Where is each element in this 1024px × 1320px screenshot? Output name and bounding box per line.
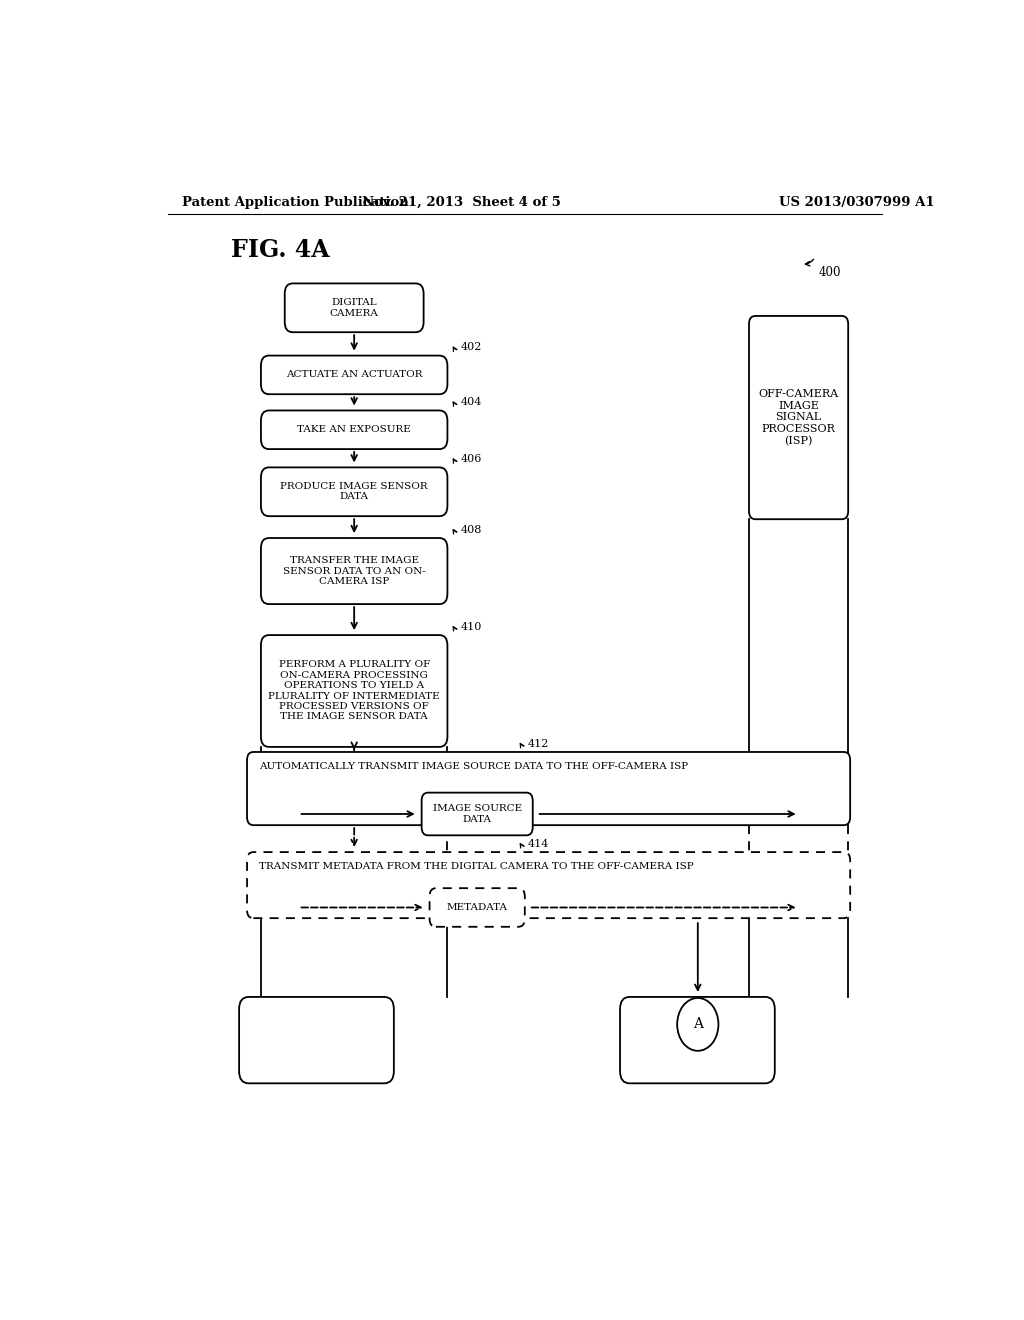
Text: TRANSMIT METADATA FROM THE DIGITAL CAMERA TO THE OFF-CAMERA ISP: TRANSMIT METADATA FROM THE DIGITAL CAMER… [259,862,693,871]
Text: TAKE AN EXPOSURE: TAKE AN EXPOSURE [297,425,411,434]
Text: US 2013/0307999 A1: US 2013/0307999 A1 [778,195,934,209]
Text: OFF-CAMERA
IMAGE
SIGNAL
PROCESSOR
(ISP): OFF-CAMERA IMAGE SIGNAL PROCESSOR (ISP) [759,389,839,446]
Text: 406: 406 [461,454,482,465]
Text: Patent Application Publication: Patent Application Publication [182,195,409,209]
Text: DIGITAL
CAMERA: DIGITAL CAMERA [330,298,379,318]
Text: FIG. 4A: FIG. 4A [231,238,330,261]
Text: PERFORM A PLURALITY OF
ON-CAMERA PROCESSING
OPERATIONS TO YIELD A
PLURALITY OF I: PERFORM A PLURALITY OF ON-CAMERA PROCESS… [268,660,440,722]
Text: TRANSFER THE IMAGE
SENSOR DATA TO AN ON-
CAMERA ISP: TRANSFER THE IMAGE SENSOR DATA TO AN ON-… [283,556,426,586]
FancyBboxPatch shape [261,411,447,449]
FancyBboxPatch shape [240,997,394,1084]
Text: 412: 412 [528,739,549,748]
FancyBboxPatch shape [422,792,532,836]
FancyBboxPatch shape [620,997,775,1084]
Text: 400: 400 [818,265,841,279]
Text: METADATA: METADATA [446,903,508,912]
FancyBboxPatch shape [261,355,447,395]
FancyBboxPatch shape [749,315,848,519]
Text: A: A [693,1018,702,1031]
Text: 404: 404 [461,397,482,408]
Text: 402: 402 [461,342,482,352]
Text: Nov. 21, 2013  Sheet 4 of 5: Nov. 21, 2013 Sheet 4 of 5 [361,195,561,209]
Text: PRODUCE IMAGE SENSOR
DATA: PRODUCE IMAGE SENSOR DATA [281,482,428,502]
FancyBboxPatch shape [261,467,447,516]
Text: 410: 410 [461,622,482,632]
Text: ACTUATE AN ACTUATOR: ACTUATE AN ACTUATOR [286,371,423,379]
Text: AUTOMATICALLY TRANSMIT IMAGE SOURCE DATA TO THE OFF-CAMERA ISP: AUTOMATICALLY TRANSMIT IMAGE SOURCE DATA… [259,762,688,771]
FancyBboxPatch shape [261,539,447,605]
Text: IMAGE SOURCE
DATA: IMAGE SOURCE DATA [432,804,522,824]
Text: 408: 408 [461,525,482,535]
Text: 414: 414 [528,840,549,849]
FancyBboxPatch shape [261,635,447,747]
FancyBboxPatch shape [285,284,424,333]
FancyBboxPatch shape [247,752,850,825]
FancyBboxPatch shape [430,888,524,927]
FancyBboxPatch shape [247,853,850,919]
